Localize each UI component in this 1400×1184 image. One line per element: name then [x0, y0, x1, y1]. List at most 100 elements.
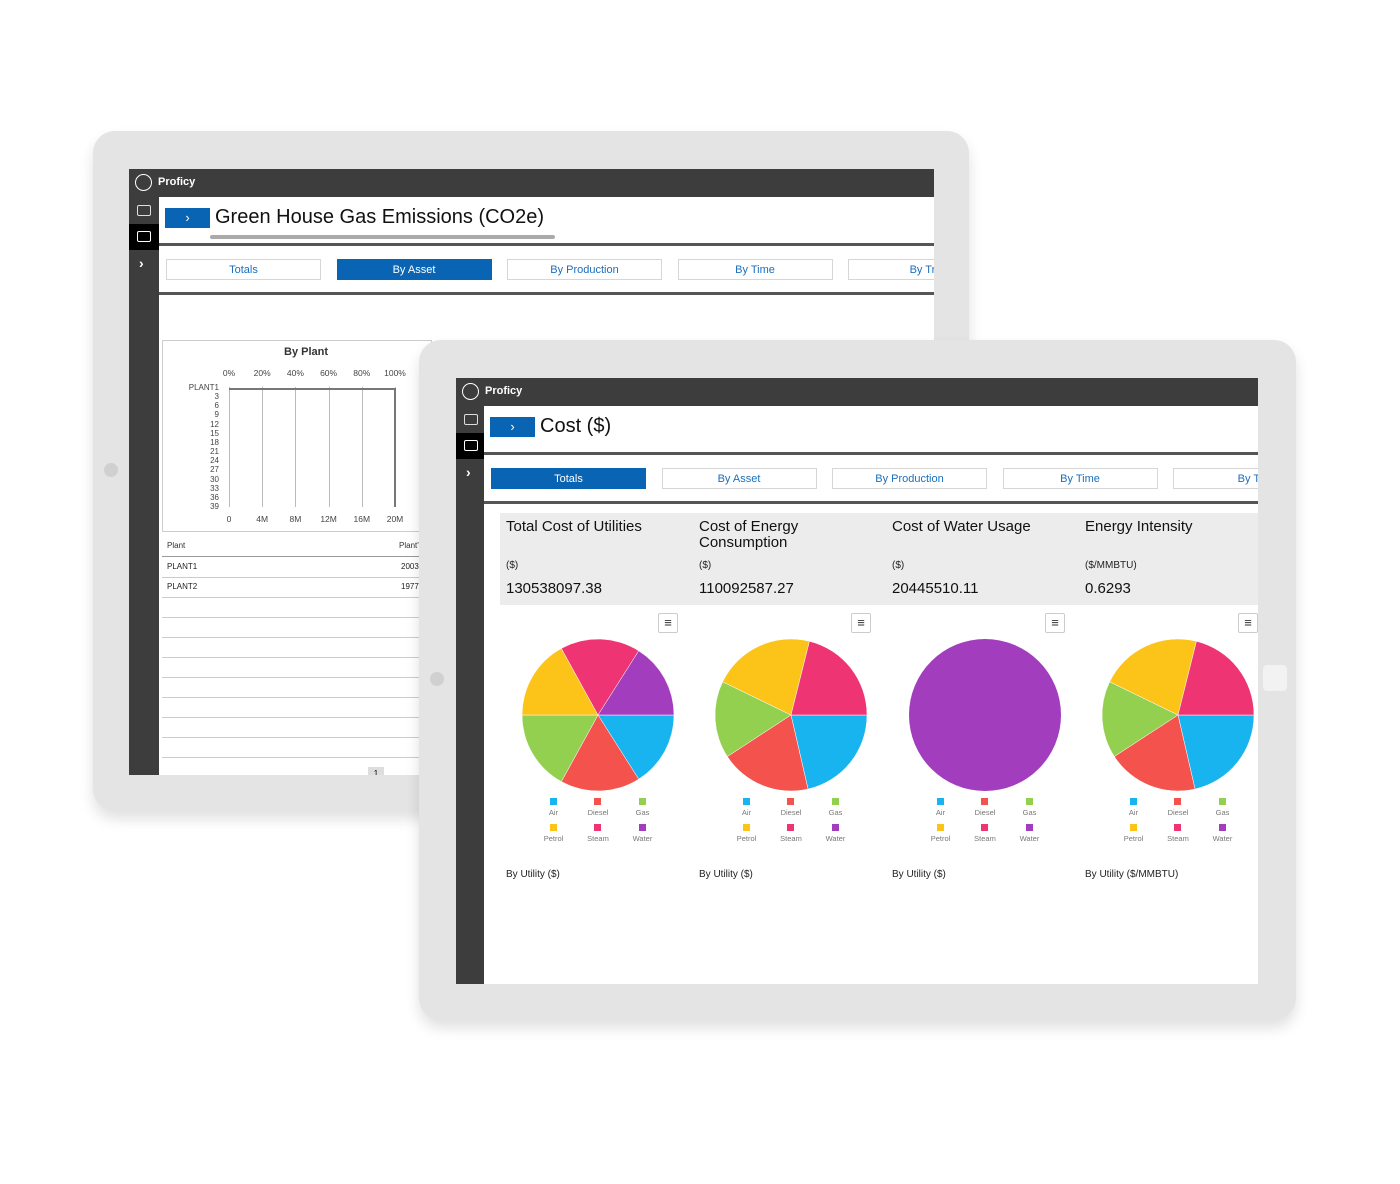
pie-chart — [715, 639, 867, 791]
legend-label: Air — [741, 808, 752, 817]
chart-caption: By Utility ($) — [892, 869, 946, 880]
app-name: Proficy — [158, 176, 196, 188]
table-line — [162, 717, 422, 718]
row-label: 33 — [210, 483, 219, 493]
legend-swatch — [831, 824, 839, 831]
axis-label: 0 — [226, 514, 232, 524]
pie-slice — [1109, 639, 1197, 716]
legend-swatch — [936, 824, 944, 831]
legend-swatch — [549, 798, 557, 805]
row-label: 3 — [214, 392, 219, 402]
pie-slice — [597, 650, 674, 716]
legend-swatch — [831, 798, 839, 805]
table-line — [162, 617, 422, 618]
grid-line — [229, 387, 230, 507]
sidebar-expand: › — [466, 464, 471, 480]
pie-slice — [1177, 640, 1254, 716]
legend-swatch — [594, 798, 601, 805]
legend-swatch — [1218, 824, 1226, 831]
pie-chart — [1102, 639, 1254, 791]
table-cell: PLANT2 — [167, 582, 198, 591]
legend-label: Water — [1212, 834, 1233, 843]
legend-swatch — [1129, 824, 1137, 831]
chart-menu[interactable]: ≡ — [851, 613, 871, 633]
legend-label: Petrol — [736, 834, 757, 843]
sidebar-item — [137, 205, 151, 216]
legend-label: Gas — [1215, 808, 1230, 817]
page-button[interactable]: 1 — [368, 767, 384, 775]
legend-label: Petrol — [930, 834, 951, 843]
legend-swatch — [1025, 798, 1033, 805]
tab[interactable]: By Time — [1002, 468, 1158, 489]
separator — [159, 292, 934, 295]
legend-label: Petrol — [1123, 834, 1144, 843]
pie-slice — [1102, 681, 1179, 757]
header-bar — [456, 378, 1258, 406]
kpi-unit: ($) — [506, 560, 519, 571]
scrollbar — [210, 235, 555, 239]
row-label: 21 — [210, 447, 219, 457]
legend-label: Diesel — [780, 808, 802, 817]
sidebar-item — [464, 440, 478, 451]
table-cell: 2003 — [401, 562, 419, 571]
legend-swatch — [1174, 824, 1181, 831]
app-name: Proficy — [485, 385, 523, 397]
row-label: 6 — [214, 401, 219, 411]
tab[interactable]: By Tre — [848, 259, 934, 280]
chart-caption: By Utility ($) — [699, 869, 753, 880]
legend-label: Steam — [1167, 834, 1189, 843]
legend-swatch — [1218, 798, 1226, 805]
tab[interactable]: Totals — [491, 468, 646, 489]
kpi-title: Cost of Energy Consumption — [699, 518, 799, 551]
table-line — [162, 556, 422, 557]
tab[interactable]: By Asset — [336, 259, 492, 280]
legend-label: Water — [825, 834, 846, 843]
axis-label: 12M — [320, 514, 337, 524]
chart-menu[interactable]: ≡ — [1045, 613, 1065, 633]
chart-menu[interactable]: ≡ — [658, 613, 678, 633]
home-button — [104, 463, 118, 477]
side-button — [1263, 665, 1287, 691]
legend-label: Steam — [974, 834, 996, 843]
axis-label: 100% — [384, 368, 406, 378]
legend-swatch — [936, 798, 944, 805]
sidebar-expand: › — [139, 255, 144, 271]
row-label: 18 — [210, 437, 219, 447]
axis-label: 60% — [320, 368, 338, 378]
axis-label: 20M — [386, 514, 404, 524]
row-label: 24 — [210, 456, 219, 466]
tab[interactable]: By Production — [507, 259, 662, 280]
table-line — [162, 577, 422, 578]
legend-swatch — [638, 824, 646, 831]
legend-label: Steam — [780, 834, 802, 843]
legend-label: Air — [935, 808, 946, 817]
axis-label: 80% — [353, 368, 371, 378]
tab[interactable]: By Production — [832, 468, 987, 489]
row-label: 36 — [210, 492, 219, 502]
row-label: 12 — [210, 419, 219, 429]
tab[interactable]: Totals — [166, 259, 321, 280]
pie-slice — [522, 648, 599, 716]
axis-label: 40% — [286, 368, 304, 378]
tab[interactable]: By Time — [677, 259, 833, 280]
kpi-title: Energy Intensity — [1085, 518, 1193, 535]
chart-caption: By Utility ($/MMBTU) — [1085, 869, 1179, 880]
chart-menu[interactable]: ≡ — [1238, 613, 1258, 633]
kpi-panel — [500, 513, 1258, 605]
axis-label: 0% — [222, 368, 236, 378]
separator — [484, 501, 1258, 504]
row-label: 9 — [214, 410, 219, 420]
grid-line — [295, 387, 297, 507]
legend-label: Water — [1019, 834, 1040, 843]
sidebar-active — [129, 224, 159, 250]
tab[interactable]: By Tr — [1173, 468, 1258, 489]
legend-swatch — [1174, 798, 1181, 805]
legend-label: Diesel — [1167, 808, 1189, 817]
row-label: 27 — [210, 465, 219, 475]
tab[interactable]: By Asset — [661, 468, 817, 489]
axis-label: 8M — [289, 514, 302, 524]
pie-slice — [522, 714, 599, 782]
table-line — [162, 697, 422, 698]
front-screen: Proficy › › Cost ($) Totals By Asset By Produc… — [456, 378, 1258, 984]
